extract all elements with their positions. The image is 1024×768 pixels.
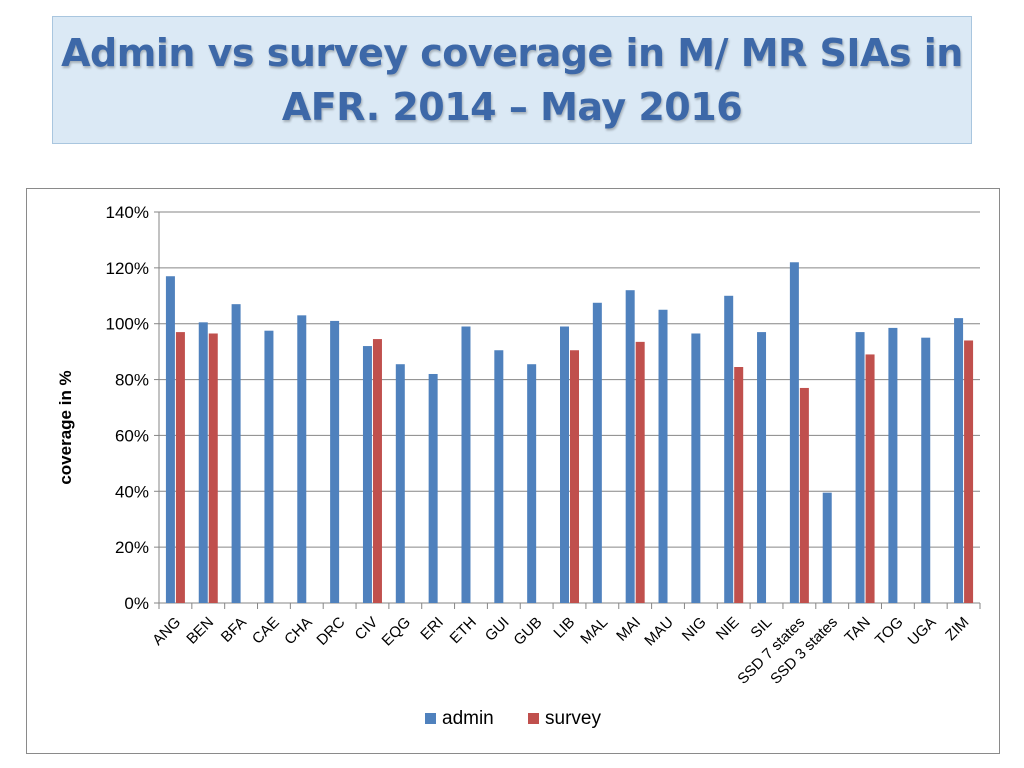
bar-admin[interactable] bbox=[658, 309, 668, 603]
bar-survey[interactable] bbox=[175, 332, 185, 603]
bar-admin[interactable] bbox=[855, 332, 865, 603]
bar-admin[interactable] bbox=[691, 333, 701, 603]
bar-survey[interactable] bbox=[570, 350, 579, 603]
coverage-bar-chart: 0% 20% 40% 60% 80% 100% 120% 140% coverage in % A… bbox=[56, 203, 981, 729]
x-tick-label: MAU bbox=[641, 614, 677, 650]
x-tick-label: LIB bbox=[550, 614, 578, 642]
x-tick-label: ETH bbox=[447, 614, 480, 647]
legend-label-admin: admin bbox=[442, 708, 494, 729]
bar-admin[interactable] bbox=[921, 337, 931, 603]
x-tick-label: DRC bbox=[313, 614, 348, 649]
bar-survey[interactable] bbox=[799, 387, 809, 603]
bar-admin[interactable] bbox=[297, 315, 307, 603]
x-tick-label: UGA bbox=[905, 614, 940, 649]
slide-title-box: Admin vs survey coverage in M/ MR SIAs i… bbox=[52, 16, 972, 144]
bar-survey[interactable] bbox=[865, 354, 875, 603]
bar-admin[interactable] bbox=[822, 492, 832, 603]
bar-admin[interactable] bbox=[198, 322, 208, 603]
bar-admin[interactable] bbox=[362, 346, 372, 603]
x-tick-label: TAN bbox=[841, 614, 873, 646]
slide-title-line-1: Admin vs survey coverage in M/ MR SIAs i… bbox=[61, 31, 963, 75]
x-tick-label: CIV bbox=[352, 614, 382, 644]
x-tick-label: NIE bbox=[713, 614, 743, 644]
bar-survey[interactable] bbox=[635, 341, 645, 603]
bar-survey[interactable] bbox=[372, 339, 382, 603]
x-tick-label: MAL bbox=[577, 614, 611, 648]
chart-frame: 0% 20% 40% 60% 80% 100% 120% 140% coverage in % A… bbox=[26, 188, 1000, 754]
x-tick-label: BEN bbox=[183, 614, 217, 648]
bar-survey[interactable] bbox=[964, 340, 974, 603]
bar-admin[interactable] bbox=[954, 318, 964, 603]
legend-swatch-survey bbox=[528, 713, 539, 724]
bar-admin[interactable] bbox=[461, 326, 471, 603]
bar-admin[interactable] bbox=[494, 350, 504, 603]
x-tick-label: TOG bbox=[872, 614, 907, 649]
x-tick-label: ANG bbox=[149, 614, 184, 649]
bar-survey[interactable] bbox=[734, 367, 744, 603]
bar-admin[interactable] bbox=[264, 330, 274, 603]
legend-swatch-admin bbox=[425, 713, 436, 724]
bar-admin[interactable] bbox=[428, 373, 438, 603]
x-tick-label: CAE bbox=[249, 614, 283, 648]
legend-label-survey: survey bbox=[545, 708, 601, 729]
bar-survey[interactable] bbox=[208, 333, 218, 603]
bar-admin[interactable] bbox=[888, 327, 898, 603]
y-tick-label: 100% bbox=[106, 315, 149, 334]
bar-admin[interactable] bbox=[165, 276, 175, 603]
bar-admin[interactable] bbox=[330, 320, 340, 603]
x-tick-label: GUI bbox=[482, 614, 513, 645]
y-tick-label: 60% bbox=[115, 426, 149, 445]
x-tick-label: CHA bbox=[281, 614, 315, 648]
y-axis-title: coverage in % bbox=[56, 370, 75, 484]
y-tick-label: 140% bbox=[106, 203, 149, 222]
y-tick-label: 20% bbox=[115, 538, 149, 557]
bar-admin[interactable] bbox=[592, 302, 602, 603]
y-tick-label: 80% bbox=[115, 371, 149, 390]
y-tick-label: 120% bbox=[106, 259, 149, 278]
y-tick-label: 0% bbox=[124, 594, 149, 613]
bar-admin[interactable] bbox=[395, 364, 405, 603]
x-tick-label: ERI bbox=[417, 614, 447, 644]
bar-admin[interactable] bbox=[560, 326, 569, 603]
slide-title-line-2: AFR. 2014 – May 2016 bbox=[281, 85, 743, 129]
x-tick-label: GUB bbox=[510, 614, 545, 649]
bar-admin[interactable] bbox=[724, 295, 734, 603]
y-tick-label: 40% bbox=[115, 482, 149, 501]
x-tick-label: MAI bbox=[613, 614, 644, 645]
bar-admin[interactable] bbox=[527, 364, 537, 603]
bar-admin[interactable] bbox=[625, 290, 635, 603]
bar-admin[interactable] bbox=[757, 332, 767, 603]
bar-admin[interactable] bbox=[231, 304, 241, 603]
x-tick-label: NIG bbox=[679, 614, 710, 645]
x-tick-label: ZIM bbox=[942, 614, 972, 644]
bar-admin[interactable] bbox=[789, 262, 799, 603]
x-tick-label: BFA bbox=[218, 614, 250, 646]
x-tick-label: EQG bbox=[379, 614, 415, 650]
